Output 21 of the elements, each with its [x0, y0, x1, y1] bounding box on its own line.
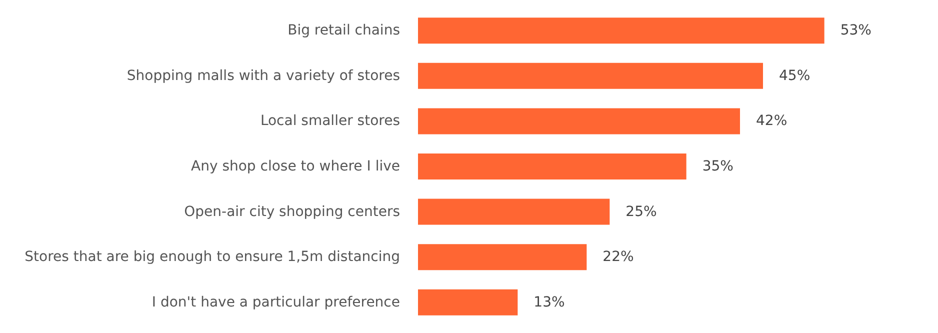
- data-label: 53%: [840, 22, 872, 39]
- bar: [418, 198, 610, 225]
- y-tick-label: Stores that are big enough to ensure 1,5m distancing: [24, 249, 400, 266]
- data-label: 25%: [626, 204, 657, 220]
- data-label: 13%: [534, 294, 565, 310]
- bar: [418, 289, 518, 316]
- data-label: 22%: [602, 249, 634, 266]
- y-tick-label: Any shop close to where I live: [191, 158, 400, 174]
- bar: [418, 62, 763, 89]
- y-tick-label: Open-air city shopping centers: [184, 204, 400, 220]
- data-label: 42%: [756, 113, 788, 130]
- bar: [418, 244, 587, 270]
- y-tick-label: Big retail chains: [288, 22, 400, 39]
- bar: [418, 154, 686, 180]
- data-label: 35%: [702, 158, 734, 174]
- data-label: 45%: [779, 68, 810, 84]
- bar: [418, 108, 740, 134]
- y-tick-label: Shopping malls with a variety of stores: [126, 68, 400, 84]
- y-tick-label: Local smaller stores: [260, 113, 400, 130]
- bar: [418, 18, 824, 44]
- y-tick-label: I don't have a particular preference: [152, 294, 400, 310]
